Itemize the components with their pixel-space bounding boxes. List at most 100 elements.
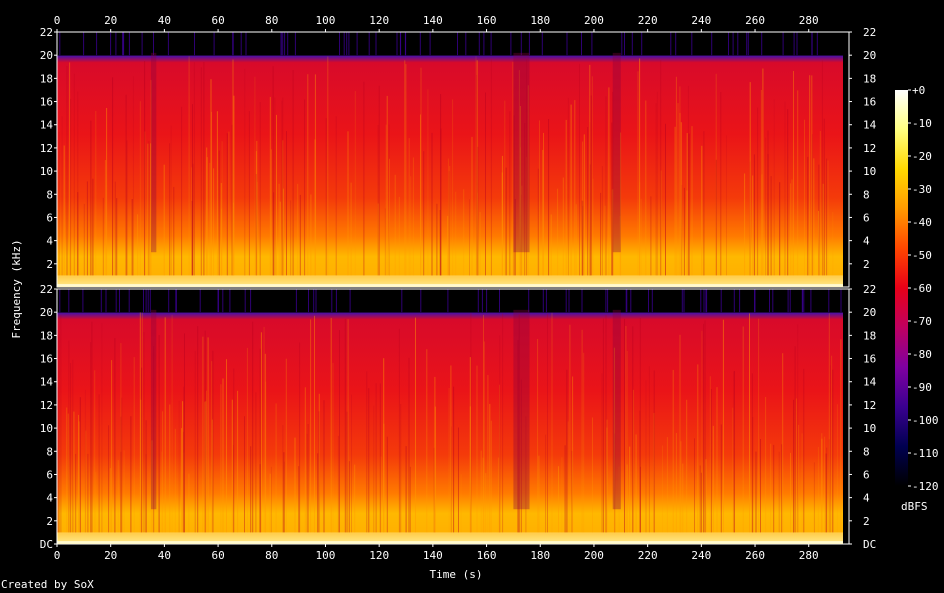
quiet-segment xyxy=(513,309,530,510)
low-band xyxy=(57,275,843,285)
streak xyxy=(108,425,110,533)
streak xyxy=(174,428,176,533)
streak xyxy=(677,103,679,276)
streak xyxy=(211,419,213,533)
streak xyxy=(686,133,688,276)
streak xyxy=(499,335,501,533)
streak xyxy=(782,353,784,533)
streak xyxy=(784,101,786,276)
streak xyxy=(635,434,637,533)
streak xyxy=(755,451,757,533)
streak xyxy=(575,204,577,276)
streak xyxy=(545,434,547,533)
streak xyxy=(256,181,258,276)
streak xyxy=(436,203,438,276)
y-tick-label: 14 xyxy=(40,376,54,389)
spike xyxy=(343,32,345,56)
streak xyxy=(566,369,568,533)
streak xyxy=(672,369,674,533)
streak xyxy=(383,358,385,533)
spike xyxy=(115,289,117,313)
spike xyxy=(420,289,422,313)
streak xyxy=(632,389,634,533)
streak xyxy=(210,79,212,276)
streak xyxy=(733,371,734,533)
streak xyxy=(265,381,267,533)
streak xyxy=(602,318,604,533)
streak xyxy=(827,160,829,276)
streak xyxy=(72,359,74,533)
streak xyxy=(757,107,759,276)
spike xyxy=(96,32,98,56)
streak xyxy=(829,365,831,533)
streak xyxy=(687,85,689,276)
streak xyxy=(61,116,63,276)
streak xyxy=(614,433,616,533)
streak xyxy=(170,125,172,276)
x-tick-label: 60 xyxy=(211,549,224,562)
colorbar-tick-label: -90 xyxy=(912,381,932,394)
streak xyxy=(95,472,97,533)
streak xyxy=(762,68,764,276)
streak xyxy=(294,437,296,533)
y-tick-label: 6 xyxy=(46,468,53,481)
streak xyxy=(720,92,722,276)
x-tick-label: 80 xyxy=(265,14,278,27)
streak xyxy=(270,149,272,276)
streak xyxy=(548,119,550,276)
streak xyxy=(285,358,287,533)
x-tick-label: 200 xyxy=(584,549,604,562)
x-tick-label: 100 xyxy=(316,549,336,562)
streak xyxy=(398,328,400,533)
streak xyxy=(220,384,222,533)
streak xyxy=(608,87,610,276)
y-tick-label: 2 xyxy=(863,258,870,271)
streak xyxy=(611,122,613,276)
streak xyxy=(233,95,235,276)
streak xyxy=(640,198,642,276)
streak xyxy=(601,373,603,533)
y-tick-label: 12 xyxy=(40,399,53,412)
streak xyxy=(732,407,734,533)
streak xyxy=(264,353,266,533)
colorbar-tick-label: -10 xyxy=(912,117,932,130)
spike xyxy=(737,32,739,56)
spike xyxy=(754,289,755,313)
streak xyxy=(589,122,591,276)
streak xyxy=(569,324,571,533)
streak xyxy=(539,120,540,276)
streak xyxy=(818,164,820,276)
streak xyxy=(348,461,350,533)
streak xyxy=(703,323,704,533)
streak xyxy=(790,452,791,533)
streak xyxy=(354,91,356,276)
streak xyxy=(248,111,250,276)
streak xyxy=(715,159,717,276)
streak xyxy=(582,205,584,276)
streak xyxy=(477,146,479,276)
colorbar-tick-label: -110 xyxy=(912,447,939,460)
streak xyxy=(626,351,628,533)
streak xyxy=(453,386,455,533)
spike xyxy=(621,32,623,56)
streak xyxy=(526,156,528,276)
streak xyxy=(147,143,149,276)
streak xyxy=(410,176,412,276)
spike xyxy=(217,289,219,313)
streak xyxy=(373,405,375,533)
x-tick-label: 260 xyxy=(745,549,765,562)
y-tick-label: 20 xyxy=(40,306,53,319)
quiet-segment xyxy=(612,52,621,253)
streak xyxy=(121,397,123,533)
streak xyxy=(233,202,234,276)
x-tick-label: 80 xyxy=(265,549,278,562)
streak xyxy=(683,187,685,276)
streak xyxy=(452,99,454,276)
streak xyxy=(509,111,511,276)
streak xyxy=(439,210,441,276)
spike xyxy=(630,289,632,313)
y-tick-label: 2 xyxy=(46,258,53,271)
streak xyxy=(212,350,214,533)
streak xyxy=(120,343,122,533)
streak xyxy=(143,332,145,533)
